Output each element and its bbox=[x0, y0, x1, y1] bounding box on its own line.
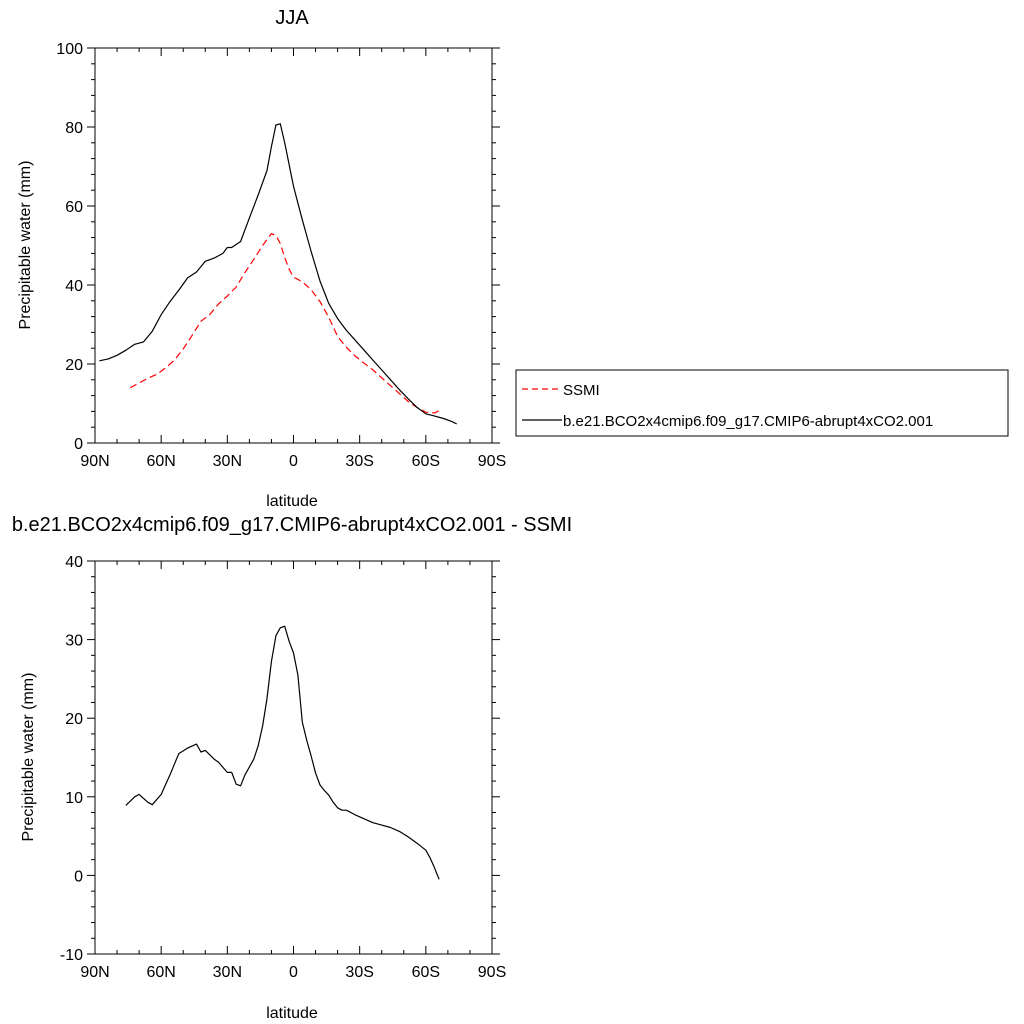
x-tick-label: 60N bbox=[146, 964, 175, 981]
plot-frame bbox=[94, 560, 493, 955]
top-panel-title: JJA bbox=[275, 7, 309, 29]
y-tick-label: 80 bbox=[65, 120, 83, 137]
bottom-panel: b.e21.BCO2x4cmip6.f09_g17.CMIP6-abrupt4x… bbox=[12, 514, 572, 1022]
x-tick-label: 30S bbox=[345, 964, 373, 981]
top-panel: JJA 90N 60N 30N 0 30S 60S 90S 0 20 40 60 80 100 lati… bbox=[17, 7, 506, 510]
x-tick-label: 60S bbox=[412, 453, 440, 470]
x-tick-label: 30S bbox=[345, 453, 373, 470]
x-tick-label: 0 bbox=[289, 453, 298, 470]
series-line-0-1 bbox=[99, 123, 457, 425]
y-tick-label: 20 bbox=[65, 357, 83, 374]
bottom-plot-area: 90N 60N 30N 0 30S 60S 90S -10 0 10 20 30 40 bbox=[60, 554, 506, 981]
legend-label-model: b.e21.BCO2x4cmip6.f09_g17.CMIP6-abrupt4x… bbox=[563, 413, 933, 430]
legend: SSMI b.e21.BCO2x4cmip6.f09_g17.CMIP6-abr… bbox=[515, 369, 1009, 437]
y-tick-label: 40 bbox=[65, 554, 83, 571]
y-tick-label: 20 bbox=[65, 711, 83, 728]
x-tick-label: 90N bbox=[80, 964, 109, 981]
y-tick-label: 0 bbox=[74, 436, 83, 453]
x-tick-label: 90N bbox=[80, 453, 109, 470]
bottom-y-axis-label: Precipitable water (mm) bbox=[20, 673, 37, 842]
y-tick-label: 60 bbox=[65, 199, 83, 216]
plot-frame bbox=[94, 47, 493, 444]
top-x-axis-label: latitude bbox=[266, 493, 318, 510]
x-tick-label: 0 bbox=[289, 964, 298, 981]
bottom-x-axis-label: latitude bbox=[266, 1005, 318, 1022]
series-line-0-0 bbox=[130, 233, 440, 414]
y-tick-label: -10 bbox=[60, 947, 83, 964]
top-plot-area: 90N 60N 30N 0 30S 60S 90S 0 20 40 60 80 100 bbox=[56, 41, 506, 470]
legend-box bbox=[515, 369, 1009, 437]
y-tick-label: 10 bbox=[65, 790, 83, 807]
y-tick-label: 100 bbox=[56, 41, 83, 58]
series-line-1-0 bbox=[125, 625, 440, 880]
y-tick-label: 40 bbox=[65, 278, 83, 295]
y-tick-label: 0 bbox=[74, 868, 83, 885]
x-tick-label: 90S bbox=[478, 453, 506, 470]
x-tick-label: 60S bbox=[412, 964, 440, 981]
x-tick-label: 90S bbox=[478, 964, 506, 981]
x-tick-label: 30N bbox=[213, 964, 242, 981]
x-tick-label: 60N bbox=[146, 453, 175, 470]
x-tick-label: 30N bbox=[213, 453, 242, 470]
top-y-axis-label: Precipitable water (mm) bbox=[17, 161, 34, 330]
bottom-panel-title: b.e21.BCO2x4cmip6.f09_g17.CMIP6-abrupt4x… bbox=[12, 514, 572, 536]
y-tick-label: 30 bbox=[65, 633, 83, 650]
legend-label-ssmi: SSMI bbox=[563, 382, 600, 399]
